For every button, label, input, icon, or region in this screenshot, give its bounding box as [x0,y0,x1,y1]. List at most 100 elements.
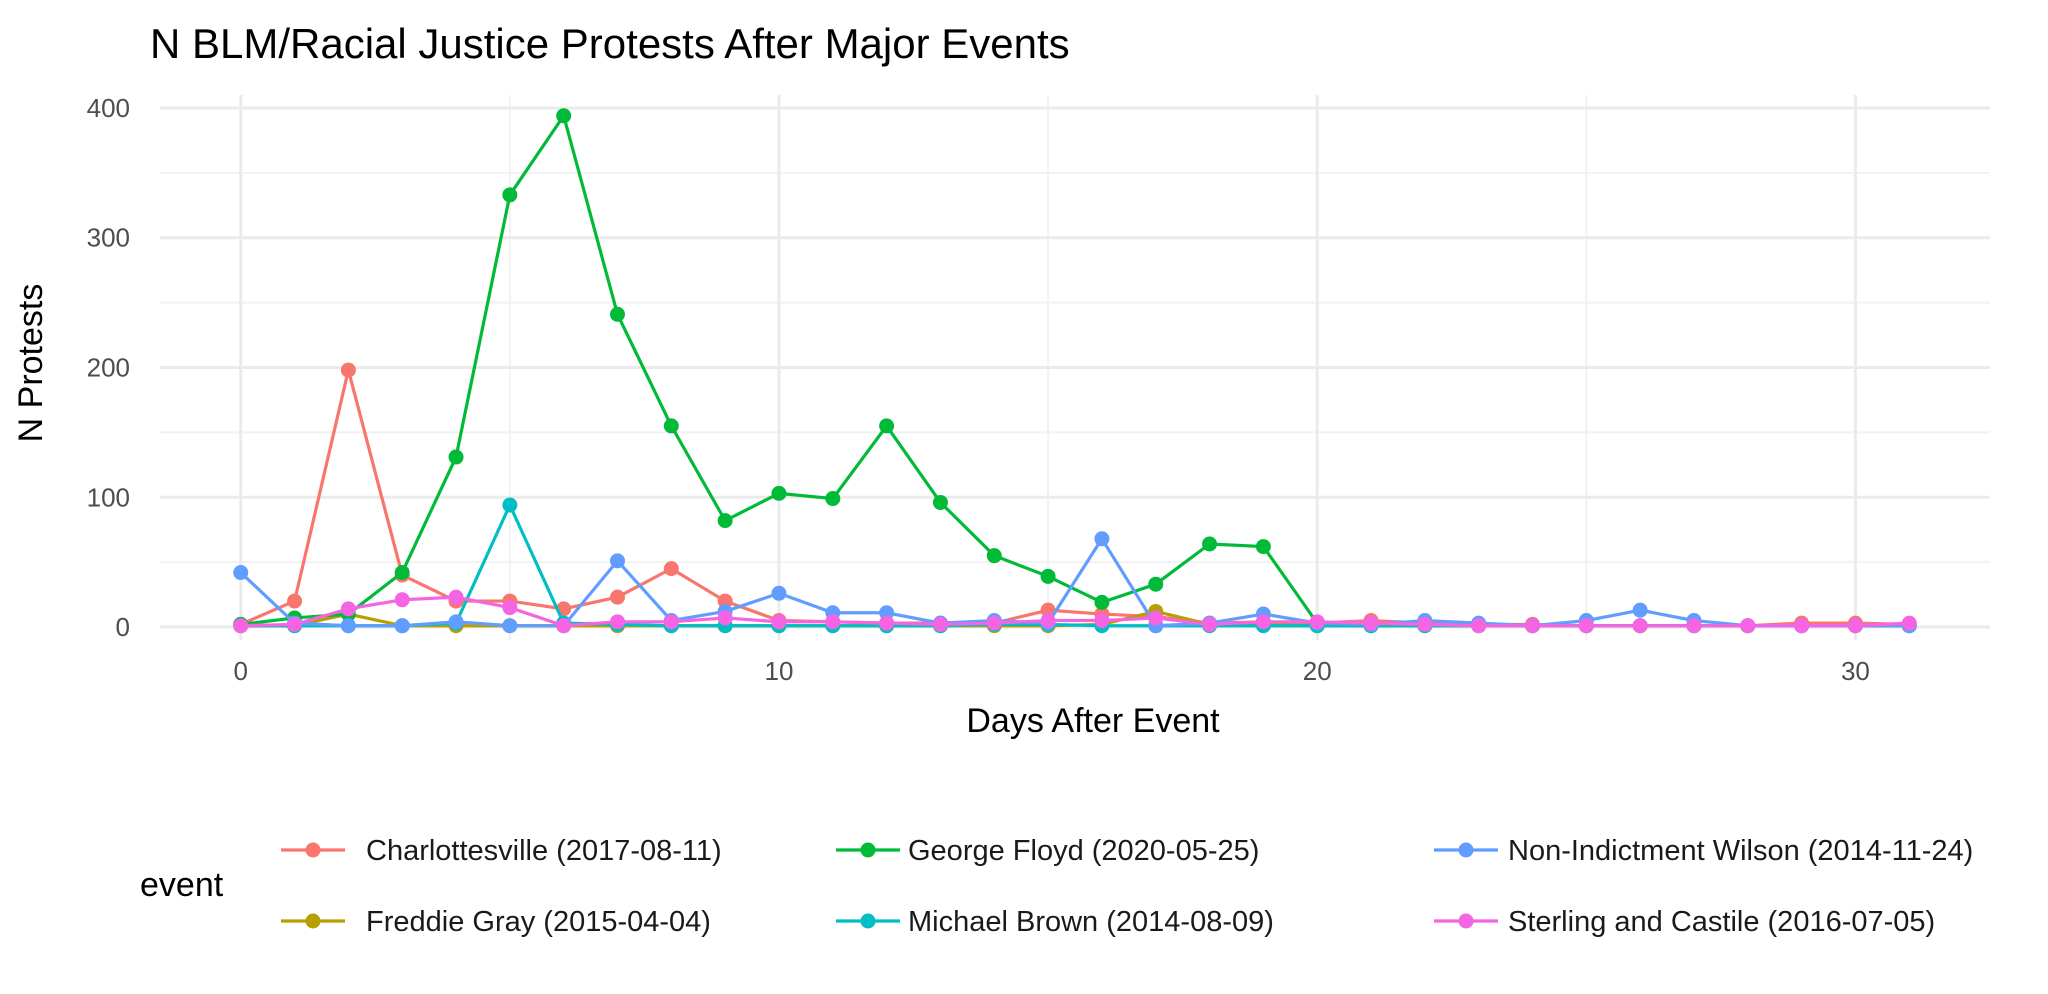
data-point [394,592,410,608]
legend-title: event [140,866,224,904]
data-point [340,601,356,617]
data-point [1632,618,1648,634]
series-sterling [233,589,1917,634]
data-point [233,618,249,634]
data-point [610,553,625,569]
legend-item: Non-Indictment Wilson (2014-11-24) [1434,835,1973,867]
legend-key-point [860,842,876,858]
data-point [394,565,410,581]
y-axis-label: N Protests [12,284,50,443]
y-tick-label: 100 [87,482,130,512]
legend-item: Charlottesville (2017-08-11) [281,835,722,867]
x-tick-label: 30 [1841,656,1870,686]
data-point [1363,615,1379,631]
series-non-indictment [233,531,1917,634]
legend-item: George Floyd (2020-05-25) [836,835,1259,867]
x-axis-ticks: 0 10 20 30 [234,656,1870,686]
data-point [502,600,518,616]
data-point [771,585,787,601]
data-point [717,513,733,529]
data-point [233,565,249,581]
data-point [1148,576,1164,592]
legend-label: Michael Brown (2014-08-09) [908,906,1274,938]
y-axis-ticks: 0 100 200 300 400 [87,93,130,642]
legend-item: Michael Brown (2014-08-09) [836,906,1274,938]
y-tick-label: 300 [87,223,130,253]
data-point [1040,613,1056,629]
data-point [448,449,464,465]
data-point [556,618,572,634]
legend-item: Sterling and Castile (2016-07-05) [1434,906,1935,938]
data-point [1148,610,1164,626]
legend-label: Non-Indictment Wilson (2014-11-24) [1508,835,1973,867]
data-point [1255,614,1271,630]
data-point [1094,613,1110,629]
series-george [233,108,1325,632]
data-point [771,485,787,501]
data-point [1309,614,1325,630]
x-tick-label: 20 [1303,656,1332,686]
data-point [556,108,572,124]
data-point [1040,602,1056,618]
data-point [663,614,679,630]
data-point [879,418,895,434]
data-point [1094,594,1110,610]
data-point [610,306,625,322]
data-point [287,616,303,632]
data-point [1255,539,1271,555]
y-tick-label: 400 [87,93,130,123]
series-freddie [233,603,1917,634]
data-point [1686,618,1702,634]
data-point [1471,618,1487,634]
legend-label: Charlottesville (2017-08-11) [366,835,722,867]
y-tick-label: 0 [116,612,130,642]
legend-key-point [860,913,876,929]
grid [160,95,1990,640]
series-line [239,537,1910,628]
x-tick-label: 10 [765,656,794,686]
data-point [1094,531,1110,547]
data-point [717,610,733,626]
data-point [1847,618,1863,634]
data-point [1632,602,1648,618]
data-point [287,593,303,609]
data-point [717,593,733,609]
series-line [240,595,1910,628]
data-point [879,605,895,621]
x-tick-label: 0 [234,656,248,686]
data-point [340,362,356,378]
data-point [1417,616,1433,632]
data-point [610,614,625,630]
data-point [932,616,948,632]
data-point [986,615,1002,631]
data-point [1901,615,1917,631]
data-point [1578,618,1594,634]
data-point [879,615,895,631]
data-point [663,561,679,577]
data-point [340,618,356,634]
legend-label: George Floyd (2020-05-25) [908,835,1259,867]
series-group [233,108,1917,634]
chart-title: N BLM/Racial Justice Protests After Majo… [150,20,1070,67]
series-line [240,503,1910,628]
legend-key-point [305,842,321,858]
data-point [825,614,841,630]
legend-label: Sterling and Castile (2016-07-05) [1508,906,1935,938]
legend-key-point [1458,913,1474,929]
data-point [1740,618,1756,634]
legend: event Charlottesville (2017-08-11) Freddi… [140,835,1973,938]
x-axis-label: Days After Event [966,702,1220,740]
legend-key-point [1458,842,1474,858]
data-point [448,589,464,605]
data-point [448,614,464,630]
legend-item: Freddie Gray (2015-04-04) [281,906,711,938]
legend-key-point [305,913,321,929]
data-point [771,614,787,630]
data-point [1202,536,1218,552]
data-point [1525,618,1540,634]
data-point [825,491,841,507]
data-point [502,497,518,513]
data-point [663,418,679,434]
data-point [1202,616,1218,632]
